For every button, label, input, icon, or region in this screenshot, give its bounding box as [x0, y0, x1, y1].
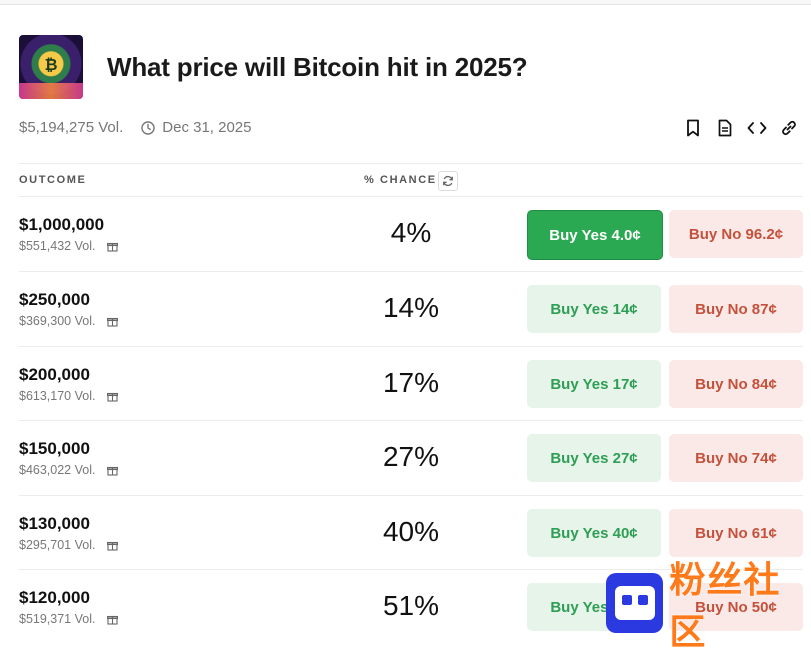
outcome-price: $1,000,000 [19, 215, 105, 234]
buy-no-button[interactable]: Buy No 87¢ [669, 285, 803, 333]
chance-value: 4% [390, 217, 432, 248]
outcome-volume-label: $613,170 Vol. [19, 389, 96, 403]
copy-link-icon[interactable] [779, 118, 799, 138]
outcome-price: $200,000 [19, 365, 90, 384]
outcome-row: $1,000,000 $551,432 Vol. 4% Buy Yes 4.0¢… [19, 196, 803, 271]
outcome-volume: $519,371 Vol. [19, 612, 119, 626]
outcome-row: $250,000 $369,300 Vol. 14% Buy Yes 14¢ B… [19, 271, 803, 346]
header-divider [19, 163, 803, 164]
outcome-volume: $369,300 Vol. [19, 314, 119, 328]
bookmark-icon[interactable] [683, 118, 703, 138]
chance-value: 27% [382, 441, 440, 472]
buy-yes-button[interactable]: Buy Yes 40¢ [527, 509, 661, 557]
outcome-price: $150,000 [19, 439, 90, 458]
end-date-label: Dec 31, 2025 [162, 119, 252, 136]
chance-value: 51% [382, 590, 440, 621]
gift-icon[interactable] [107, 316, 119, 327]
outcome-price: $250,000 [19, 290, 90, 309]
outcome-volume-label: $369,300 Vol. [19, 314, 96, 328]
buy-yes-button[interactable]: Buy Yes 17¢ [527, 360, 661, 408]
chance-column-header: % CHANCE [364, 174, 437, 186]
outcome-row: $150,000 $463,022 Vol. 27% Buy Yes 27¢ B… [19, 420, 803, 495]
buy-no-button[interactable]: Buy No 84¢ [669, 360, 803, 408]
market-meta: $5,194,275 Vol. Dec 31, 2025 [19, 119, 252, 136]
embed-code-icon[interactable] [747, 118, 767, 138]
buy-no-button[interactable]: Buy No 74¢ [669, 434, 803, 482]
refresh-icon [443, 175, 453, 187]
buy-yes-button[interactable]: Buy Yes 4.0¢ [527, 210, 663, 260]
outcome-volume-label: $463,022 Vol. [19, 463, 96, 477]
watermark: 粉丝社区 [606, 560, 811, 653]
outcome-volume: $551,432 Vol. [19, 239, 119, 253]
gift-icon[interactable] [107, 465, 119, 476]
outcome-price: $120,000 [19, 588, 90, 607]
refresh-button[interactable] [438, 171, 458, 191]
market-title: What price will Bitcoin hit in 2025? [107, 51, 528, 82]
market-header: ₿ What price will Bitcoin hit in 2025? [19, 35, 528, 99]
chance-value: 17% [382, 367, 440, 398]
market-image: ₿ [19, 35, 83, 99]
gift-icon[interactable] [107, 614, 119, 625]
chance-value: 14% [382, 292, 440, 323]
buy-no-button[interactable]: Buy No 50¢ [669, 583, 803, 631]
top-border [0, 0, 811, 5]
chance-value: 40% [382, 516, 440, 547]
buy-no-button[interactable]: Buy No 96.2¢ [669, 210, 803, 258]
outcome-row: $200,000 $613,170 Vol. 17% Buy Yes 17¢ B… [19, 346, 803, 421]
end-date: Dec 31, 2025 [141, 119, 252, 136]
outcome-row: $130,000 $295,701 Vol. 40% Buy Yes 40¢ B… [19, 495, 803, 570]
buy-no-button[interactable]: Buy No 61¢ [669, 509, 803, 557]
outcome-volume: $295,701 Vol. [19, 538, 119, 552]
watermark-text: 粉丝社区 [669, 559, 781, 653]
buy-yes-button[interactable]: Buy Yes 27¢ [527, 434, 661, 482]
outcome-volume: $613,170 Vol. [19, 389, 119, 403]
outcome-volume-label: $519,371 Vol. [19, 612, 96, 626]
gift-icon[interactable] [107, 391, 119, 402]
gift-icon[interactable] [107, 540, 119, 551]
outcome-column-header: OUTCOME [19, 174, 87, 186]
watermark-logo-icon [606, 572, 664, 633]
outcome-volume-label: $551,432 Vol. [19, 239, 96, 253]
buy-yes-button[interactable]: Buy Yes 14¢ [527, 285, 661, 333]
outcome-volume: $463,022 Vol. [19, 463, 119, 477]
gift-icon[interactable] [107, 241, 119, 252]
image-decoration [19, 83, 83, 99]
outcome-price: $130,000 [19, 514, 90, 533]
bitcoin-icon: ₿ [44, 55, 58, 74]
market-actions [683, 118, 799, 138]
document-icon[interactable] [715, 118, 735, 138]
outcome-volume-label: $295,701 Vol. [19, 538, 96, 552]
market-volume: $5,194,275 Vol. [19, 119, 124, 136]
clock-icon [141, 120, 155, 135]
